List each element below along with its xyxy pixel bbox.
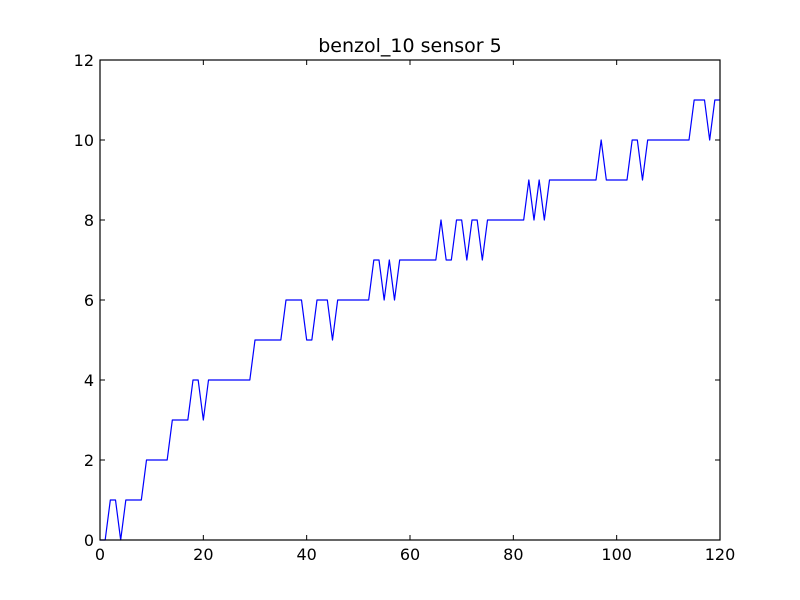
y-axis-ticks: 0 2 4 6 8 10 12 xyxy=(74,51,720,550)
x-tick-label: 40 xyxy=(296,545,316,564)
x-tick-label: 60 xyxy=(400,545,420,564)
x-tick-label: 120 xyxy=(705,545,736,564)
x-tick-label: 0 xyxy=(95,545,105,564)
chart-title: benzol_10 sensor 5 xyxy=(318,35,501,57)
x-tick-label: 20 xyxy=(193,545,213,564)
plot-area xyxy=(100,60,720,540)
plot-frame xyxy=(99,59,721,541)
y-tick-label: 6 xyxy=(84,291,94,310)
series-line xyxy=(100,99,720,541)
y-tick-label: 0 xyxy=(84,531,94,550)
y-tick-label: 8 xyxy=(84,211,94,230)
y-tick-label: 12 xyxy=(74,51,94,70)
y-tick-label: 10 xyxy=(74,131,94,150)
x-tick-label: 100 xyxy=(601,545,632,564)
x-tick-label: 80 xyxy=(503,545,523,564)
y-tick-label: 2 xyxy=(84,451,94,470)
y-tick-label: 4 xyxy=(84,371,94,390)
x-axis-ticks: 0 20 40 60 80 100 120 xyxy=(95,60,735,564)
